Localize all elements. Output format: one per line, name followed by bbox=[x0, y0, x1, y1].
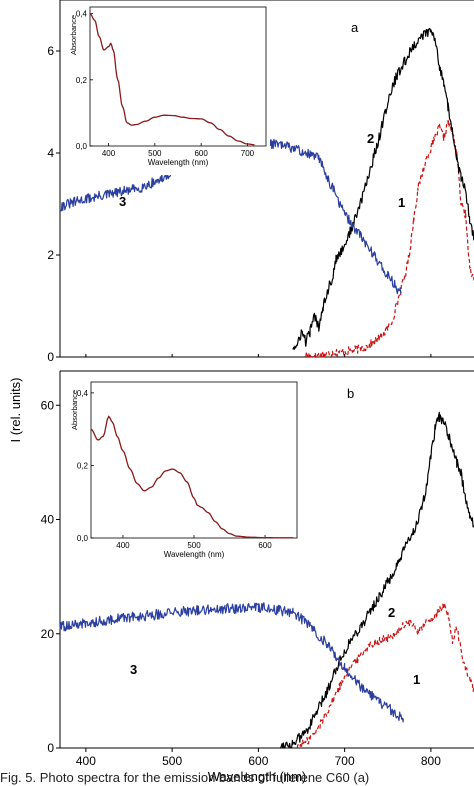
inset-x-tick-label: 500 bbox=[187, 541, 201, 550]
series-2-line bbox=[279, 411, 474, 749]
inset-y-tick-label: 0,0 bbox=[76, 142, 88, 151]
inset-a: 0,0 0,2 0,4 400 500 600 700 Wavelength (nm) Abso… bbox=[69, 4, 270, 175]
inset-frame bbox=[89, 6, 267, 147]
panel-label: a bbox=[351, 20, 359, 35]
y-tick-label: 0 bbox=[47, 741, 54, 755]
inset-x-tick-label: 600 bbox=[258, 541, 272, 550]
series-2-line bbox=[292, 27, 474, 350]
inset-x-tick-label: 700 bbox=[241, 149, 255, 158]
inset-y-tick-label: 0,0 bbox=[77, 534, 89, 543]
y-tick-label: 2 bbox=[47, 248, 54, 262]
inset-x-tick-label: 400 bbox=[116, 541, 130, 550]
y-tick-label: 0 bbox=[47, 350, 54, 364]
y-tick-label: 40 bbox=[41, 513, 55, 527]
inset-x-tick-label: 400 bbox=[102, 149, 116, 158]
inset-background bbox=[70, 4, 270, 175]
series-1-line bbox=[296, 602, 474, 749]
inset-y-axis-label: Absorbance bbox=[70, 390, 79, 430]
inset-x-axis-label: Wavelength (nm) bbox=[164, 550, 225, 559]
series-2-label: 2 bbox=[388, 605, 395, 620]
x-tick-label: 700 bbox=[335, 754, 355, 768]
inset-y-axis-label: Absorbance bbox=[69, 15, 78, 55]
x-tick-label: 400 bbox=[76, 754, 96, 768]
inset-background bbox=[71, 379, 301, 567]
panel-label: b bbox=[347, 386, 354, 401]
inset-y-tick-label: 0,2 bbox=[77, 461, 89, 470]
inset-x-tick-label: 500 bbox=[148, 149, 162, 158]
x-tick-label: 800 bbox=[421, 754, 441, 768]
inset-y-tick-label: 0,2 bbox=[76, 76, 88, 85]
inset-absorbance-line bbox=[89, 13, 255, 146]
figure-caption: Fig. 5. Photo spectra for the emission b… bbox=[0, 770, 370, 785]
series-1-label: 1 bbox=[398, 195, 405, 210]
inset-y-tick-label: 0,4 bbox=[77, 389, 89, 398]
y-tick-label: 6 bbox=[47, 44, 54, 58]
series-1-line bbox=[305, 118, 474, 358]
inset-b: 0,0 0,2 0,4 400 500 600 Wavelength (nm) Absorba… bbox=[70, 379, 301, 567]
x-tick-label: 500 bbox=[162, 754, 182, 768]
shared-y-axis-label: I (rel. units) bbox=[8, 377, 23, 442]
x-axis-label: Wavelength (nm) bbox=[208, 769, 307, 784]
series-3-line bbox=[59, 602, 404, 723]
x-tick-label: 600 bbox=[248, 754, 268, 768]
inset-absorbance-line bbox=[90, 415, 294, 539]
y-tick-label: 60 bbox=[41, 398, 55, 412]
series-1-label: 1 bbox=[413, 672, 420, 687]
series-3-label: 3 bbox=[130, 662, 137, 677]
panel-b: 0 20 40 60 400 500 600 700 800 Wavelength (nm) b 1 2… bbox=[41, 370, 474, 784]
series-2-label: 2 bbox=[367, 131, 374, 146]
inset-y-tick-label: 0,4 bbox=[76, 10, 88, 19]
inset-x-axis-label: Wavelength (nm) bbox=[148, 158, 209, 167]
series-3-label: 3 bbox=[119, 194, 126, 209]
y-tick-label: 4 bbox=[47, 146, 54, 160]
y-tick-label: 20 bbox=[41, 627, 55, 641]
inset-x-tick-label: 600 bbox=[194, 149, 208, 158]
